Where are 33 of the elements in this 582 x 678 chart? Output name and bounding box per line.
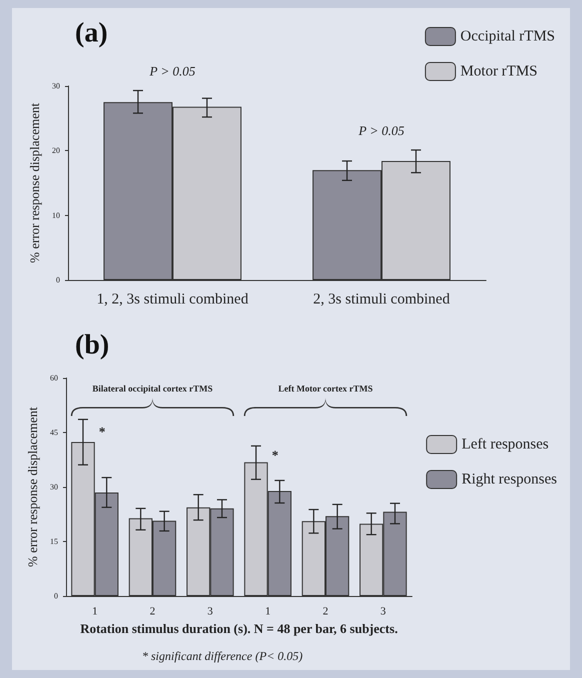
x-tick-label: 3 (380, 606, 386, 618)
y-tick-label: 20 (52, 146, 60, 156)
text: P > 0.05 (148, 64, 196, 79)
x-tick-label: 1, 2, 3s stimuli combined (96, 292, 249, 308)
y-tick-label: 45 (50, 428, 58, 437)
y-tick-label: 30 (52, 82, 60, 90)
text: * significant difference (P< 0.05) (142, 649, 303, 663)
y-tick-label: 15 (50, 537, 58, 546)
annotation: Bilateral occipital cortex rTMS (92, 384, 213, 394)
y-tick-label: 0 (56, 276, 60, 284)
chart-title: (a) (75, 18, 108, 48)
chart-title: (b) (75, 330, 110, 360)
y-tick-label: 60 (50, 374, 58, 382)
y-axis-title: % error response displacement (25, 406, 40, 567)
annotation: P > 0.05 (358, 123, 405, 138)
y-tick-label: 30 (50, 482, 58, 492)
x-axis-title: Rotation stimulus duration (s). N = 48 per bar, 6 subjects. (80, 620, 398, 636)
legend-label: Left responses (462, 436, 549, 452)
x-tick-label: 1 (265, 606, 271, 618)
y-tick-label: 0 (54, 592, 58, 600)
legend-label: Motor rTMS (460, 64, 538, 80)
x-tick-label: 3 (207, 606, 214, 618)
annotation: * (272, 447, 278, 462)
legend-label: Right responses (462, 472, 558, 488)
annotation: * (98, 424, 106, 439)
annotation: Left Motor cortex rTMS (278, 384, 373, 394)
x-tick-label: 2 (322, 606, 328, 618)
x-tick-label: 1 (92, 606, 98, 618)
y-tick-label: 10 (52, 210, 60, 220)
x-tick-label: 2 (150, 606, 156, 618)
x-tick-label: 2, 3s stimuli combined (313, 292, 450, 308)
legend-label: Occipital rTMS (460, 28, 556, 44)
y-axis-title: % error response displacement (27, 102, 42, 263)
